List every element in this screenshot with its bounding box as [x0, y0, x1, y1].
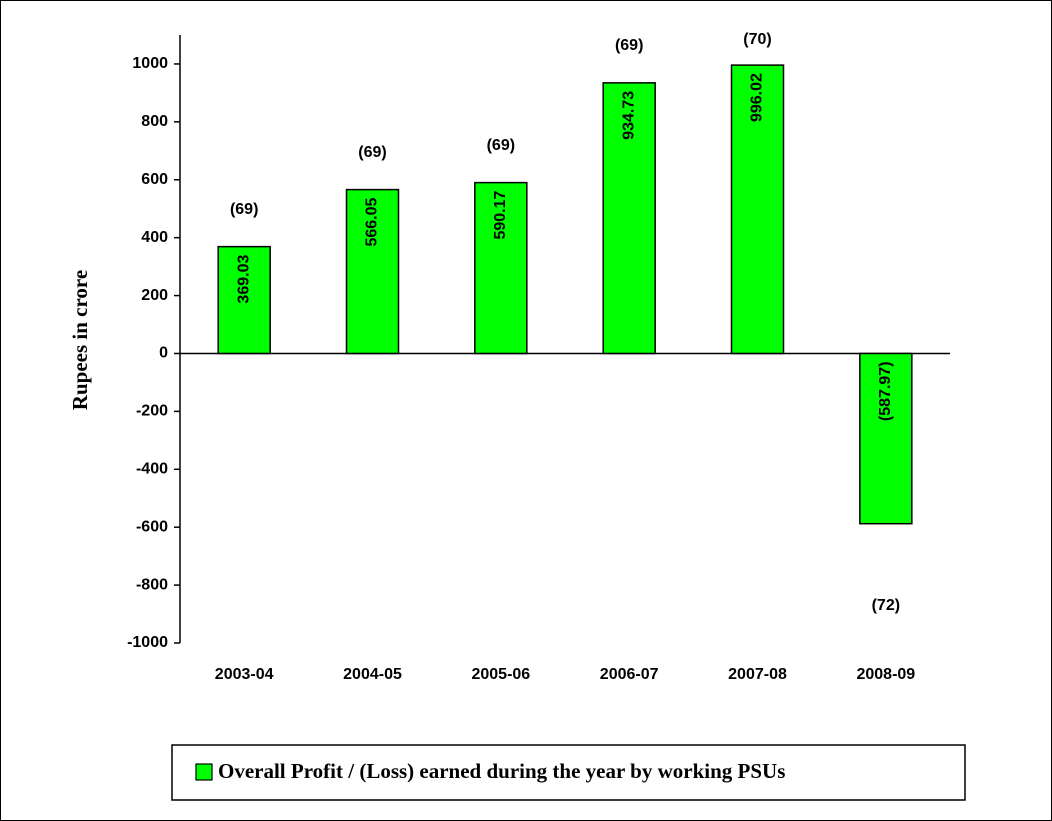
y-tick-label: 1000 — [132, 55, 168, 72]
annotation: (69) — [230, 201, 258, 218]
y-tick-label: 400 — [141, 229, 168, 246]
bar — [859, 352, 913, 525]
y-tick-label: -600 — [136, 518, 168, 535]
annotation: (69) — [487, 137, 515, 154]
value-label: 369.03 — [235, 255, 252, 304]
y-tick-label: -1000 — [127, 634, 168, 651]
x-tick-label: 2003-04 — [215, 666, 274, 683]
y-tick-label: -800 — [136, 576, 168, 593]
bar — [345, 188, 400, 355]
y-tick-label: -200 — [136, 403, 168, 420]
value-label: 566.05 — [364, 197, 381, 246]
y-tick-label: 600 — [141, 171, 168, 188]
x-tick-label: 2005-06 — [471, 666, 530, 683]
bar — [217, 245, 271, 355]
legend — [171, 744, 966, 801]
y-tick-label: 800 — [141, 113, 168, 130]
y-tick-label: 200 — [141, 287, 168, 304]
value-label: (587.97) — [877, 361, 894, 421]
value-label: 996.02 — [749, 73, 766, 122]
legend-label: Overall Profit / (Loss) earned during th… — [218, 759, 785, 783]
annotation: (72) — [872, 597, 900, 614]
y-tick-label: -400 — [136, 461, 168, 478]
x-tick-label: 2006-07 — [600, 666, 659, 683]
annotation: (69) — [615, 37, 643, 54]
value-label: 590.17 — [492, 191, 509, 240]
bar — [602, 82, 656, 355]
legend-swatch — [195, 763, 213, 781]
x-tick-label: 2007-08 — [728, 666, 787, 683]
bar — [474, 181, 528, 355]
annotation: (70) — [743, 31, 771, 48]
value-label: 934.73 — [620, 91, 637, 140]
y-tick-label: 0 — [159, 345, 168, 362]
x-tick-label: 2008-09 — [856, 666, 915, 683]
bar — [730, 64, 785, 355]
annotation: (69) — [358, 144, 386, 161]
y-axis-label: Rupees in crore — [68, 270, 92, 410]
x-tick-label: 2004-05 — [343, 666, 402, 683]
